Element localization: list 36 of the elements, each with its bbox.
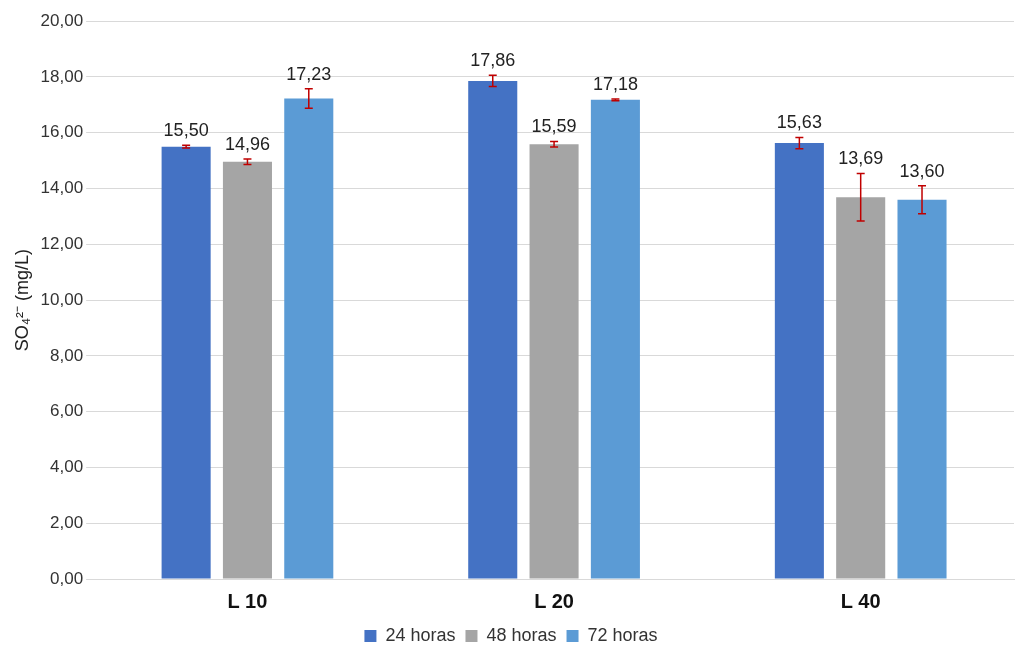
y-tick-label: 0,00 <box>50 568 84 588</box>
x-tick-label: L 20 <box>534 589 574 612</box>
data-label: 17,18 <box>592 73 638 94</box>
y-tick-label: 2,00 <box>50 512 84 532</box>
x-tick-label: L 40 <box>840 589 881 612</box>
data-label: 17,23 <box>286 63 332 84</box>
bar <box>468 80 518 579</box>
y-axis-title: SO₄²⁻ (mg/L) <box>11 248 32 352</box>
y-tick-label: 4,00 <box>50 457 84 477</box>
bar <box>590 99 640 579</box>
data-label: 17,86 <box>470 50 516 71</box>
y-tick-label: 6,00 <box>50 401 84 421</box>
bar <box>284 98 334 579</box>
x-tick-label: L 10 <box>227 589 268 612</box>
y-tick-label: 16,00 <box>40 122 84 142</box>
y-tick-label: 8,00 <box>50 345 84 365</box>
y-tick-label: 20,00 <box>40 10 84 30</box>
y-tick-label: 14,00 <box>40 178 84 198</box>
bar <box>836 197 886 579</box>
bar <box>774 143 824 579</box>
bar <box>161 146 211 579</box>
data-label: 13,60 <box>899 160 945 181</box>
bar <box>897 199 947 579</box>
data-label: 14,96 <box>224 133 270 154</box>
data-label: 13,69 <box>838 148 884 169</box>
legend-label: 24 horas <box>385 624 456 645</box>
y-tick-label: 12,00 <box>40 234 84 254</box>
bar <box>222 161 272 579</box>
legend-label: 48 horas <box>486 624 557 645</box>
data-label: 15,50 <box>163 120 209 141</box>
legend-label: 72 horas <box>587 624 658 645</box>
bar <box>529 144 579 579</box>
y-tick-label: 18,00 <box>40 66 84 86</box>
data-label: 15,59 <box>531 116 577 137</box>
data-label: 15,63 <box>776 112 822 133</box>
y-tick-label: 10,00 <box>40 289 84 309</box>
